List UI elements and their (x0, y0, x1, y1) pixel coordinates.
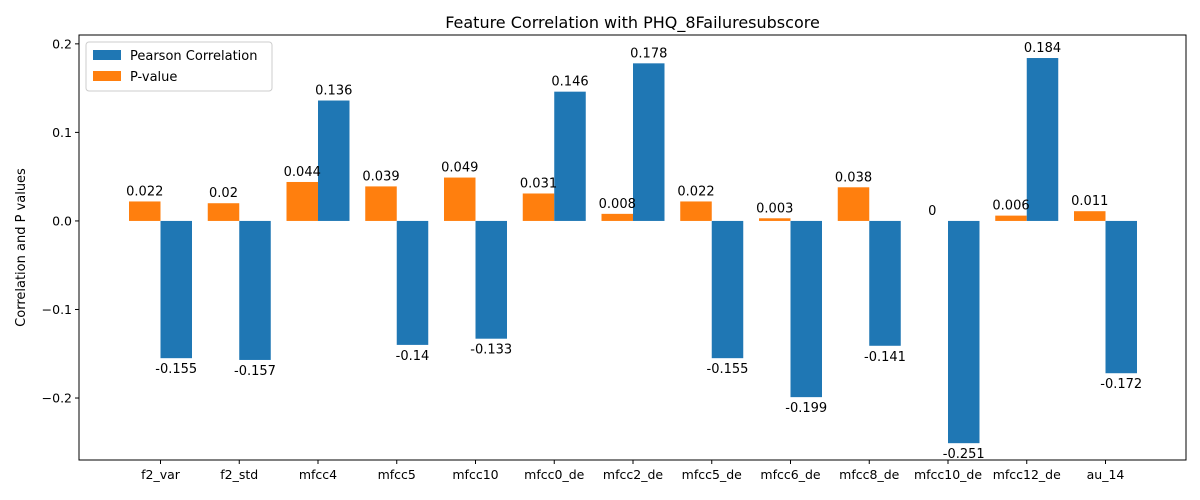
bar-label-pvalue: 0.011 (1071, 194, 1108, 209)
x-tick-label: f2_std (220, 467, 258, 482)
bar-pearson (318, 100, 350, 221)
legend-box (85, 41, 273, 92)
bar-label-pvalue: 0 (928, 204, 936, 219)
y-tick-label: 0.1 (52, 125, 72, 140)
bar-label-pvalue: 0.02 (209, 186, 238, 201)
bar-label-pearson: -0.155 (155, 362, 197, 377)
bar-pvalue (365, 186, 397, 221)
bar-label-pearson: -0.172 (1100, 377, 1142, 392)
legend-swatch-pearson (93, 50, 121, 60)
x-tick-label: mfcc10 (452, 467, 498, 482)
bar-label-pvalue: 0.006 (992, 199, 1029, 214)
bar-pearson (239, 220, 271, 360)
bar-label-pvalue: 0.008 (599, 197, 636, 212)
bar-label-pvalue: 0.039 (362, 169, 399, 184)
bar-label-pearson: -0.141 (864, 350, 906, 365)
y-tick-label: 0.2 (52, 36, 72, 51)
legend-label-pearson: Pearson Correlation (130, 49, 257, 64)
bar-pearson (1105, 220, 1137, 374)
legend-label-pvalue: P-value (130, 70, 177, 85)
bar-pearson (790, 220, 822, 398)
bar-pvalue (1074, 211, 1106, 221)
bar-pearson (1026, 58, 1059, 221)
bar-pvalue (601, 213, 633, 221)
y-tick-label: 0.0 (52, 213, 72, 228)
bar-label-pearson: 0.136 (315, 84, 352, 99)
bar-label-pearson: 0.184 (1024, 41, 1061, 56)
bar-label-pearson: -0.157 (234, 364, 276, 379)
bar-pvalue (995, 215, 1027, 221)
bar-pvalue (680, 201, 712, 221)
x-tick-label: mfcc0_de (524, 467, 584, 482)
x-tick-label: mfcc8_de (839, 467, 899, 482)
bar-pearson (160, 220, 192, 359)
bar-pvalue (522, 193, 555, 221)
bar-label-pearson: -0.155 (707, 362, 749, 377)
bars-layer (129, 58, 1137, 444)
bar-pearson (633, 63, 665, 221)
plot-frame (78, 34, 1187, 461)
bar-label-pvalue: 0.044 (284, 165, 321, 180)
bar-label-pearson: -0.14 (396, 349, 430, 364)
y-axis-ticks: −0.2 −0.1 0.0 0.1 0.2 (42, 36, 79, 406)
bar-pvalue (207, 203, 240, 221)
bar-label-pearson: 0.146 (551, 75, 588, 90)
bar-label-pvalue: 0.022 (677, 184, 714, 199)
bar-pvalue (444, 177, 476, 221)
bar-label-pearson: -0.199 (785, 401, 827, 416)
x-tick-label: mfcc2_de (603, 467, 663, 482)
bar-pearson (396, 220, 429, 345)
bar-pearson (711, 220, 744, 359)
bar-pvalue (759, 218, 791, 221)
bar-label-pvalue: 0.038 (835, 170, 872, 185)
x-tick-label: mfcc12_de (993, 467, 1061, 482)
bar-pearson (475, 220, 507, 339)
bar-pearson (554, 91, 586, 221)
bar-label-pearson: 0.178 (630, 46, 667, 61)
bar-pearson (869, 220, 901, 346)
x-tick-label: mfcc6_de (760, 467, 820, 482)
bar-pearson (948, 220, 980, 444)
bar-pvalue (129, 201, 161, 221)
bar-label-pearson: -0.251 (943, 447, 985, 462)
bar-label-pvalue: 0.003 (756, 201, 793, 216)
x-tick-label: mfcc10_de (914, 467, 982, 482)
bar-label-pvalue: 0.022 (126, 184, 163, 199)
bar-label-pearson: -0.133 (470, 343, 512, 358)
legend: Pearson Correlation P-value (85, 41, 273, 92)
bar-label-pvalue: 0.049 (441, 161, 478, 176)
bar-label-pvalue: 0.031 (520, 176, 557, 191)
x-tick-label: mfcc4 (299, 467, 337, 482)
x-tick-label: f2_var (141, 467, 181, 482)
legend-swatch-pvalue (93, 71, 121, 81)
bar-pvalue (286, 181, 318, 221)
bar-pvalue (837, 187, 870, 221)
y-tick-label: −0.2 (42, 391, 72, 406)
x-tick-label: mfcc5_de (682, 467, 742, 482)
chart-title: Feature Correlation with PHQ_8Failuresub… (445, 13, 820, 33)
x-tick-label: au_14 (1087, 467, 1125, 482)
x-axis-ticks: f2_var f2_std mfcc4 mfcc5 mfcc10 mfcc0_de mfcc… (141, 460, 1124, 482)
bar-labels-layer: 0.022 -0.155 0.02 -0.157 0.044 0.136 0.039 -0.1… (126, 41, 1142, 462)
y-axis-label: Correlation and P values (14, 168, 29, 327)
y-tick-label: −0.1 (42, 302, 72, 317)
x-tick-label: mfcc5 (378, 467, 416, 482)
